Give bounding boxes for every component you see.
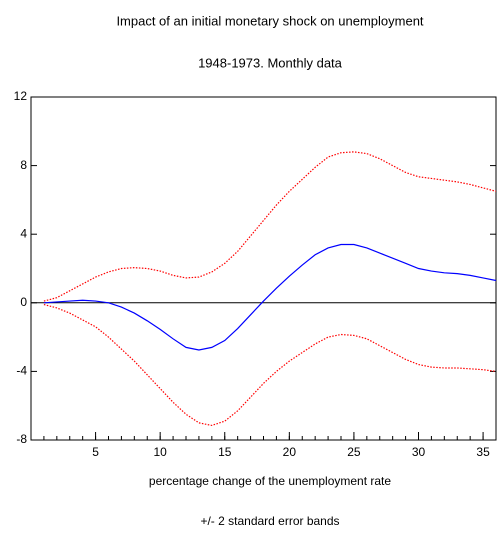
series-line [43,151,497,302]
y-tick-label: -4 [16,364,27,378]
y-tick-label: 0 [20,295,27,309]
y-tick-label: 4 [20,226,27,240]
y-tick-label: 8 [20,158,27,172]
x-tick-label: 15 [218,445,232,459]
x-tick-label: 20 [283,445,297,459]
chart-title: Impact of an initial monetary shock on u… [116,13,423,28]
x-axis-label: percentage change of the unemployment ra… [149,474,391,488]
x-tick-label: 25 [347,445,361,459]
y-tick-label: -8 [16,432,27,446]
y-tick-label: 12 [14,89,28,103]
series-line [43,243,497,351]
note: +/- 2 standard error bands [200,514,339,528]
plot-frame [30,96,497,441]
x-tick-label: 30 [412,445,426,459]
x-tick-label: 35 [476,445,490,459]
x-tick-label: 10 [153,445,167,459]
x-tick-label: 5 [92,445,99,459]
series-line [43,303,497,427]
chart-subtitle: 1948-1973. Monthly data [198,55,343,70]
